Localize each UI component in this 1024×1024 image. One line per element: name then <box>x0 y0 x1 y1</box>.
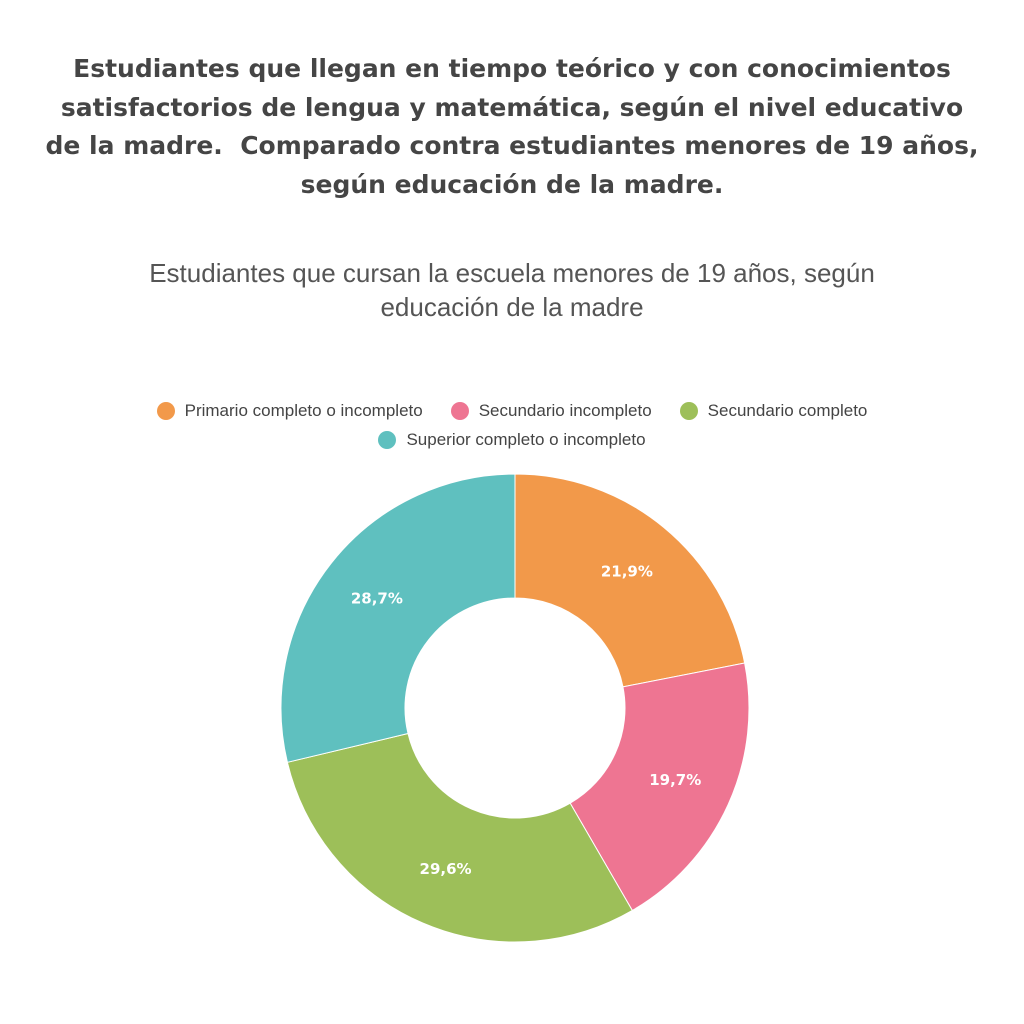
data-label: 28,7% <box>351 589 403 607</box>
data-label: 19,7% <box>649 771 701 789</box>
legend-swatch <box>156 402 175 420</box>
legend-swatch <box>679 402 698 420</box>
data-label: 29,6% <box>420 860 472 878</box>
legend-label: Secundario incompleto <box>478 401 652 420</box>
legend-item: Secundario completo <box>679 400 868 422</box>
legend: Primario completo o incompleto Secundario… <box>90 400 934 451</box>
legend-swatch <box>378 431 397 449</box>
legend-item: Secundario incompleto <box>450 400 652 422</box>
legend-label: Secundario completo <box>707 401 868 420</box>
chart-subtitle: Estudiantes que cursan la escuela menore… <box>149 258 875 322</box>
legend-item: Primario completo o incompleto <box>156 400 423 422</box>
legend-label: Superior completo o incompleto <box>406 430 646 449</box>
chart-title: Estudiantes que llegan en tiempo teórico… <box>45 54 988 199</box>
donut-slice <box>286 732 634 943</box>
donut-slice <box>280 473 516 763</box>
legend-swatch <box>450 402 469 420</box>
donut-slice <box>514 473 746 688</box>
data-label: 21,9% <box>601 563 653 581</box>
legend-label: Primario completo o incompleto <box>184 401 423 420</box>
legend-item: Superior completo o incompleto <box>378 429 646 451</box>
donut-slice <box>569 662 750 912</box>
